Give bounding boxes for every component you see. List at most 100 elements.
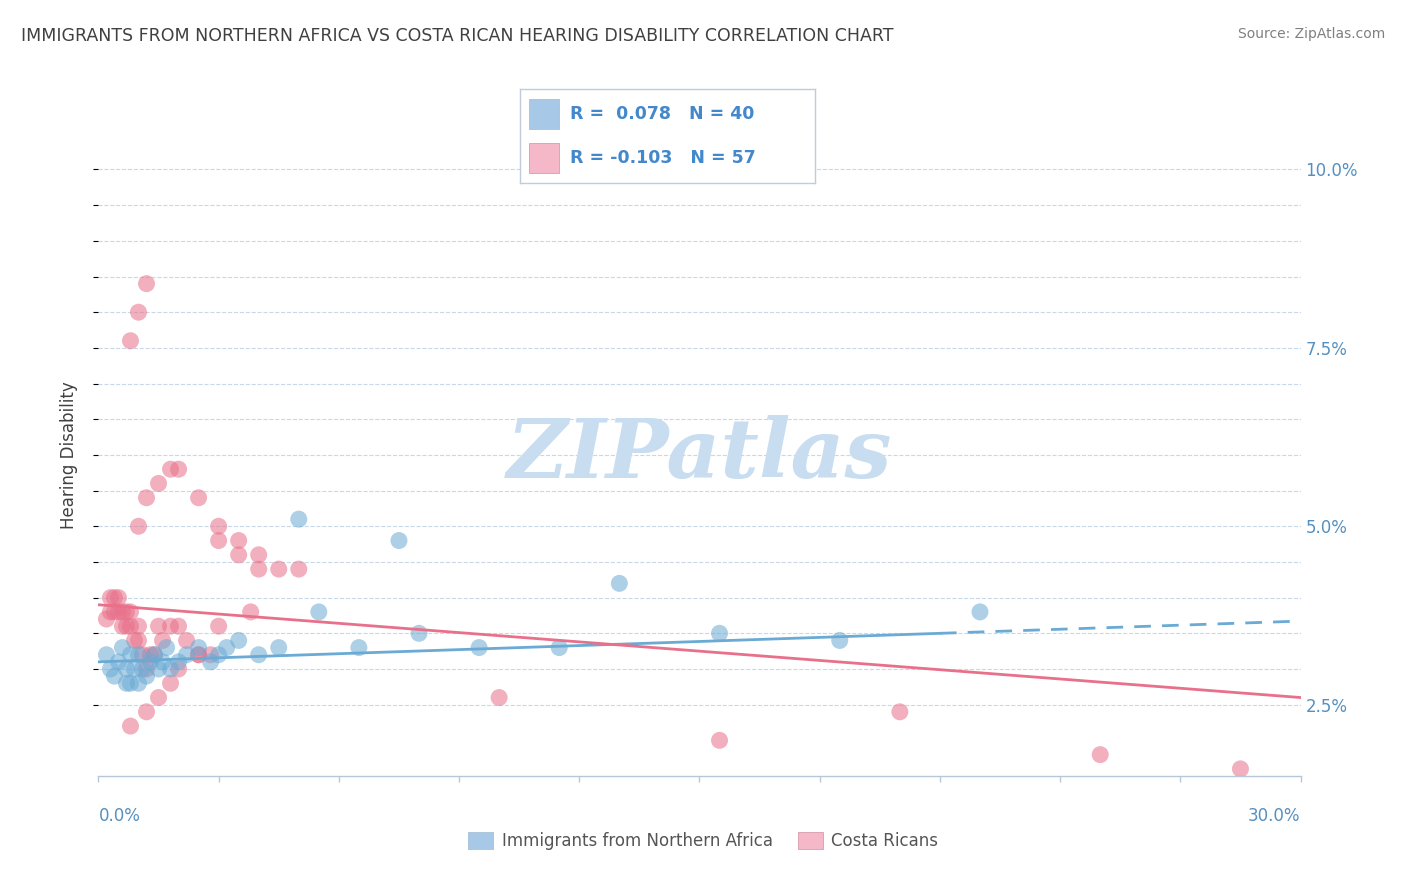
Point: [103, 669, 125, 683]
Point: [135, 491, 157, 505]
Text: R = -0.103   N = 57: R = -0.103 N = 57: [571, 149, 756, 167]
Point: [200, 655, 222, 669]
Point: [152, 655, 174, 669]
Point: [128, 519, 150, 533]
Point: [111, 640, 134, 655]
Point: [128, 633, 150, 648]
Point: [148, 476, 170, 491]
Point: [131, 662, 153, 676]
Point: [239, 605, 262, 619]
Point: [148, 619, 170, 633]
Point: [288, 562, 311, 576]
Point: [347, 640, 370, 655]
Point: [228, 548, 250, 562]
Point: [115, 662, 138, 676]
Point: [135, 662, 157, 676]
Point: [267, 640, 290, 655]
Point: [120, 605, 142, 619]
Point: [228, 633, 250, 648]
Point: [115, 676, 138, 690]
Point: [115, 605, 138, 619]
Point: [828, 633, 851, 648]
Point: [120, 719, 142, 733]
Point: [388, 533, 411, 548]
Point: [288, 512, 311, 526]
Point: [247, 648, 270, 662]
Text: R =  0.078   N = 40: R = 0.078 N = 40: [571, 104, 755, 122]
Point: [167, 662, 190, 676]
Point: [96, 612, 118, 626]
Point: [208, 619, 231, 633]
Point: [247, 562, 270, 576]
Point: [148, 690, 170, 705]
Point: [167, 655, 190, 669]
Text: IMMIGRANTS FROM NORTHERN AFRICA VS COSTA RICAN HEARING DISABILITY CORRELATION CH: IMMIGRANTS FROM NORTHERN AFRICA VS COSTA…: [21, 27, 894, 45]
Point: [120, 676, 142, 690]
Point: [159, 676, 181, 690]
Point: [267, 562, 290, 576]
Point: [488, 690, 510, 705]
Point: [107, 591, 129, 605]
Point: [167, 462, 190, 476]
Point: [208, 533, 231, 548]
Text: Source: ZipAtlas.com: Source: ZipAtlas.com: [1237, 27, 1385, 41]
Text: ZIPatlas: ZIPatlas: [506, 415, 893, 495]
Point: [135, 705, 157, 719]
Point: [131, 648, 153, 662]
Point: [215, 640, 238, 655]
Point: [1229, 762, 1251, 776]
Point: [187, 491, 209, 505]
Point: [115, 619, 138, 633]
Point: [159, 462, 181, 476]
Point: [128, 648, 150, 662]
Point: [139, 655, 162, 669]
Point: [124, 633, 146, 648]
Point: [135, 669, 157, 683]
Point: [228, 533, 250, 548]
Bar: [529, 143, 558, 173]
Point: [176, 633, 198, 648]
Point: [187, 648, 209, 662]
Point: [155, 640, 177, 655]
Point: [128, 619, 150, 633]
Point: [1088, 747, 1111, 762]
Point: [103, 605, 125, 619]
Point: [208, 648, 231, 662]
Point: [308, 605, 330, 619]
Point: [889, 705, 911, 719]
Point: [120, 334, 142, 348]
Text: 0.0%: 0.0%: [98, 807, 141, 825]
Point: [609, 576, 631, 591]
Point: [187, 648, 209, 662]
Point: [187, 640, 209, 655]
Point: [148, 662, 170, 676]
Point: [176, 648, 198, 662]
Point: [159, 662, 181, 676]
Point: [107, 605, 129, 619]
Point: [103, 591, 125, 605]
Y-axis label: Hearing Disability: Hearing Disability: [59, 381, 77, 529]
Point: [408, 626, 430, 640]
Point: [159, 619, 181, 633]
Point: [143, 648, 166, 662]
Point: [100, 662, 122, 676]
Point: [709, 733, 731, 747]
Point: [709, 626, 731, 640]
Point: [208, 519, 231, 533]
Point: [247, 548, 270, 562]
Text: 30.0%: 30.0%: [1249, 807, 1301, 825]
Point: [143, 648, 166, 662]
Legend: Immigrants from Northern Africa, Costa Ricans: Immigrants from Northern Africa, Costa R…: [461, 825, 945, 857]
Bar: [529, 98, 558, 129]
Point: [200, 648, 222, 662]
Point: [120, 619, 142, 633]
Point: [100, 605, 122, 619]
Point: [111, 605, 134, 619]
Point: [468, 640, 491, 655]
Point: [100, 591, 122, 605]
Point: [152, 633, 174, 648]
Point: [128, 676, 150, 690]
Point: [107, 655, 129, 669]
Point: [969, 605, 991, 619]
Point: [120, 648, 142, 662]
